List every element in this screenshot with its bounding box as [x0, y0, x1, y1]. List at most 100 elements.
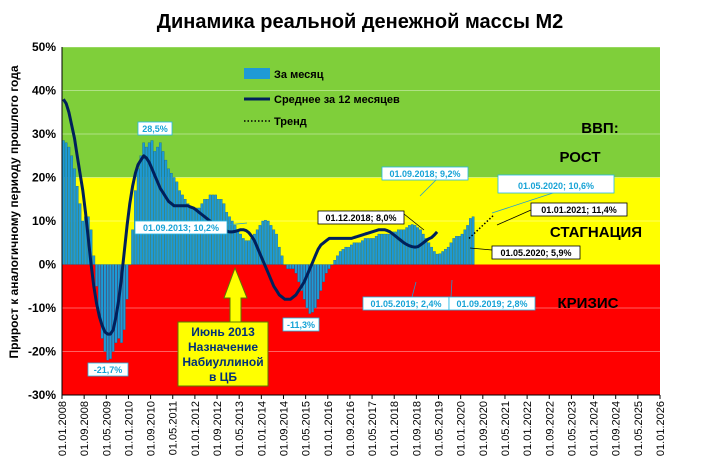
bar: [427, 242, 431, 265]
x-tick-label: 01.09.2014: [278, 401, 290, 456]
x-tick-label: 01.05.2015: [301, 401, 313, 456]
bar: [430, 246, 433, 265]
bar: [78, 203, 82, 265]
annotation-leader: [411, 281, 417, 298]
bar: [402, 229, 406, 265]
bar: [358, 242, 361, 265]
annotation-box: [137, 121, 173, 136]
bar: [421, 233, 425, 265]
bar: [253, 233, 256, 265]
bar: [308, 264, 312, 314]
callout-line-4: в ЦБ: [209, 370, 237, 384]
bar: [435, 253, 439, 265]
x-tick-label: 01.01.2012: [190, 401, 202, 456]
bar: [136, 168, 140, 265]
legend-swatch-bars: [244, 68, 270, 79]
bar: [145, 146, 148, 265]
annotation-label: 01.01.2021; 11,4%: [541, 205, 617, 215]
y-axis-label: Прирост к аналогичному периоду прошлого …: [7, 65, 21, 358]
bar: [305, 264, 309, 309]
bar: [294, 264, 298, 274]
bar: [131, 229, 134, 265]
bar: [446, 246, 450, 265]
y-tick-label: -20%: [28, 345, 56, 359]
bar: [228, 216, 231, 265]
x-tick-label: 01.09.2024: [611, 401, 623, 456]
bar: [244, 240, 248, 265]
x-tick-label: 01.05.2013: [234, 401, 246, 456]
bar: [258, 225, 262, 265]
x-tick-label: 01.09.2016: [345, 401, 357, 456]
bar: [300, 264, 303, 291]
zone-label-stagnation: СТАГНАЦИЯ: [550, 224, 642, 241]
bar: [325, 264, 328, 274]
bar: [391, 231, 395, 265]
bar: [433, 251, 436, 265]
annotation-box: [497, 174, 615, 194]
annotation-leader: [450, 279, 453, 298]
bar: [250, 238, 253, 265]
bar: [280, 255, 284, 265]
bar: [122, 264, 126, 330]
annotation-label: 28,5%: [142, 124, 168, 134]
x-tick-label: 01.05.2011: [168, 401, 180, 455]
series-lines: [62, 98, 495, 336]
bar: [385, 233, 389, 265]
bar: [67, 146, 71, 265]
bar: [413, 225, 417, 265]
bar: [286, 264, 289, 269]
bar: [150, 140, 154, 265]
x-tick-label: 01.05.2017: [367, 401, 379, 456]
zone-band-0: [62, 47, 660, 178]
bar: [399, 229, 403, 265]
bar: [452, 238, 456, 265]
bar: [269, 225, 273, 265]
bar: [278, 246, 281, 265]
bar: [161, 151, 165, 265]
bar: [125, 264, 129, 300]
bar: [410, 224, 414, 265]
bar: [361, 240, 364, 265]
y-tick-label: 20%: [32, 171, 56, 185]
bar: [264, 219, 267, 265]
callout-box: [177, 321, 269, 387]
y-tick-label: 50%: [32, 40, 56, 54]
bar: [189, 207, 193, 265]
bar: [194, 207, 198, 265]
bar: [233, 225, 237, 265]
bar: [236, 229, 240, 265]
annotation-label: 01.12.2018; 8,0%: [325, 213, 396, 223]
bar: [100, 264, 104, 339]
bar: [95, 264, 98, 287]
bar: [247, 240, 251, 265]
bar: [64, 142, 68, 265]
bar: [239, 233, 242, 265]
bar: [261, 220, 265, 265]
annotation-leader: [469, 247, 493, 251]
annotation-label: 01.05.2020; 10,6%: [518, 181, 594, 191]
y-tick-label: -30%: [28, 388, 56, 402]
zone-label-crisis: КРИЗИС: [558, 295, 619, 312]
bar: [297, 264, 301, 283]
bar: [106, 264, 109, 361]
bar: [128, 264, 132, 266]
annotation-label: -11,3%: [287, 320, 315, 330]
x-tick-label: 01.01.2020: [456, 401, 468, 456]
zone-header: ВВП:: [581, 120, 618, 137]
bar: [466, 225, 469, 265]
x-tick-label: 01.09.2022: [544, 401, 556, 456]
bar: [242, 238, 245, 265]
bar: [471, 216, 475, 265]
x-tick-label: 01.09.2008: [79, 401, 91, 456]
bar: [394, 231, 397, 265]
legend: За месяц Среднее за 12 месяцев Тренд: [244, 68, 400, 128]
annotation-label: -21,7%: [94, 365, 123, 375]
bar: [62, 140, 65, 265]
callout-line-2: Назначение: [188, 340, 258, 354]
annotation-leader: [496, 209, 532, 226]
bar: [225, 212, 229, 265]
bar: [349, 244, 353, 265]
bar: [147, 142, 151, 265]
x-tick-label: 01.05.2023: [566, 401, 578, 456]
